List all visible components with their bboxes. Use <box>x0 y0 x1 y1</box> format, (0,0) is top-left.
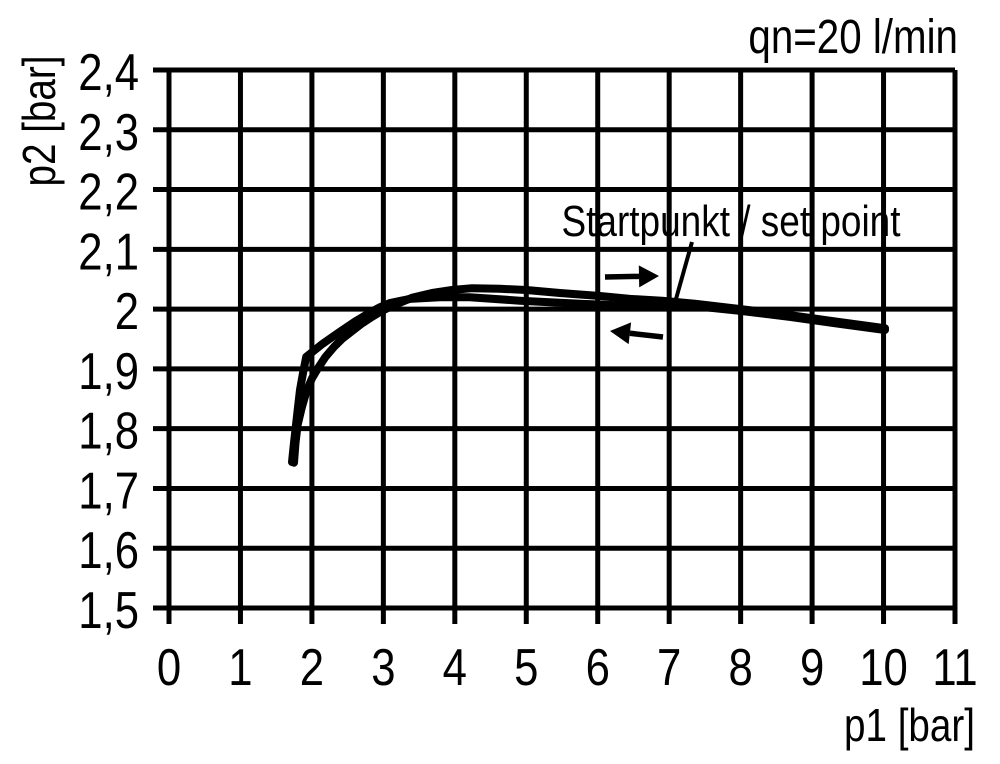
forward-direction-arrow-shaft <box>604 273 640 280</box>
y-tick-label: 1,8 <box>78 403 139 461</box>
x-tick-label: 11 <box>932 639 977 697</box>
y-tick-label: 2,3 <box>78 104 139 162</box>
return-direction-arrow-shaft <box>629 330 664 340</box>
x-tick-label: 10 <box>859 639 908 697</box>
y-tick-label: 2,4 <box>78 44 139 102</box>
y-tick-label: 2 <box>115 283 139 341</box>
x-tick-label: 5 <box>514 639 538 697</box>
annotation-leader-line <box>674 241 694 300</box>
y-tick-label: 2,1 <box>78 223 139 281</box>
y-tick-label: 1,5 <box>78 582 139 640</box>
x-tick-label: 4 <box>443 639 467 697</box>
forward-direction-arrow-head <box>638 265 659 288</box>
x-tick-label: 3 <box>371 639 395 697</box>
x-tick-label: 8 <box>728 639 752 697</box>
flow-rate-label: qn=20 l/min <box>748 11 958 64</box>
return-direction-arrow-head <box>610 322 632 345</box>
tick-labels: 2,42,32,22,121,91,81,71,61,50 1 2 3 4 5 6 7 8 9 10… <box>78 44 977 697</box>
y-tick-label: 1,7 <box>78 462 139 520</box>
y-tick-label: 1,6 <box>78 522 139 580</box>
x-tick-label: 1 <box>228 639 252 697</box>
y-tick-label: 2,2 <box>78 164 139 222</box>
x-tick-label: 6 <box>586 639 610 697</box>
curve-return-sweep-decreasing-p1 <box>288 293 889 467</box>
setpoint-annotation-label: Startpunkt / set point <box>562 197 901 246</box>
y-tick-label: 1,9 <box>78 343 139 401</box>
x-tick-label: 9 <box>800 639 824 697</box>
x-tick-label: 0 <box>157 639 181 697</box>
x-axis-label: p1 [bar] <box>844 699 975 751</box>
y-axis-label: p2 [bar] <box>13 56 65 187</box>
x-tick-label: 7 <box>657 639 681 697</box>
grid-lines <box>153 67 958 624</box>
annotation-graphics <box>604 241 694 345</box>
x-tick-label: 2 <box>300 639 324 697</box>
hysteresis-curves <box>288 284 889 467</box>
